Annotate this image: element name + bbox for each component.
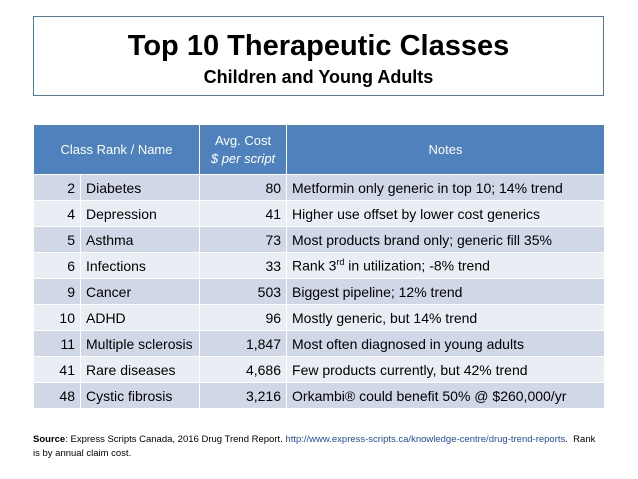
cost-cell: 41 [199, 200, 288, 227]
class-name-cell: Diabetes [79, 174, 201, 201]
notes-cell: Rank 3rd in utilization; -8% trend [286, 252, 606, 279]
table-row: 2 Diabetes 80 Metformin only generic in … [33, 174, 606, 201]
title-box: Top 10 Therapeutic Classes Children and … [33, 16, 604, 96]
header-avg-cost: Avg. Cost $ per script [199, 124, 288, 175]
rank-cell: 6 [33, 252, 81, 279]
cost-cell: 33 [199, 252, 288, 279]
page-title: Top 10 Therapeutic Classes [127, 30, 510, 62]
class-name-cell: Cancer [79, 278, 201, 305]
cost-cell: 503 [199, 278, 288, 305]
class-name-cell: Infections [79, 252, 201, 279]
rank-cell: 11 [33, 330, 81, 357]
source-label: Source [33, 434, 66, 445]
rank-cell: 5 [33, 226, 81, 253]
source-tail: . Rank is by annual claim cost. [33, 434, 599, 459]
rank-cell: 41 [33, 356, 81, 383]
cost-cell: 1,847 [199, 330, 288, 357]
class-name-cell: Multiple sclerosis [79, 330, 201, 357]
rank-cell: 9 [33, 278, 81, 305]
cost-cell: 80 [199, 174, 288, 201]
cost-cell: 4,686 [199, 356, 288, 383]
notes-cell: Metformin only generic in top 10; 14% tr… [286, 174, 606, 201]
cost-cell: 96 [199, 304, 288, 331]
cost-cell: 3,216 [199, 382, 288, 409]
page-subtitle: Children and Young Adults [203, 67, 434, 87]
header-avg-cost-label: Avg. Cost [214, 132, 272, 148]
notes-cell: Most often diagnosed in young adults [286, 330, 606, 357]
table-row: 5 Asthma 73 Most products brand only; ge… [33, 226, 606, 253]
table-row: 48 Cystic fibrosis 3,216 Orkambi® could … [33, 382, 606, 409]
therapeutic-classes-table: Class Rank / Name Avg. Cost $ per script… [32, 124, 606, 409]
table-row: 4 Depression 41 Higher use offset by low… [33, 200, 606, 227]
source-footnote: Source: Express Scripts Canada, 2016 Dru… [33, 433, 604, 461]
notes-text: in utilization; -8% trend [344, 257, 490, 274]
rank-cell: 48 [33, 382, 81, 409]
header-per-script-label: $ per script [210, 150, 276, 166]
table-header-row: Class Rank / Name Avg. Cost $ per script… [32, 124, 606, 175]
rank-cell: 10 [33, 304, 81, 331]
table-row: 9 Cancer 503 Biggest pipeline; 12% trend [33, 278, 606, 305]
rank-cell: 2 [33, 174, 81, 201]
source-text: : Express Scripts Canada, 2016 Drug Tren… [65, 434, 286, 445]
notes-cell: Few products currently, but 42% trend [286, 356, 606, 383]
table-row: 6 Infections 33 Rank 3rd in utilization;… [33, 252, 606, 279]
cost-cell: 73 [199, 226, 288, 253]
table-row: 41 Rare diseases 4,686 Few products curr… [33, 356, 606, 383]
header-notes: Notes [286, 124, 606, 175]
notes-cell: Most products brand only; generic fill 3… [286, 226, 606, 253]
notes-superscript: rd [336, 257, 345, 268]
notes-cell: Mostly generic, but 14% trend [286, 304, 606, 331]
notes-cell: Orkambi® could benefit 50% @ $260,000/yr [286, 382, 606, 409]
notes-text: Rank 3 [292, 257, 337, 274]
class-name-cell: Depression [79, 200, 201, 227]
header-class-rank: Class Rank / Name [32, 124, 201, 175]
rank-cell: 4 [33, 200, 81, 227]
class-name-cell: Cystic fibrosis [79, 382, 201, 409]
class-name-cell: ADHD [79, 304, 201, 331]
notes-cell: Biggest pipeline; 12% trend [286, 278, 606, 305]
class-name-cell: Rare diseases [79, 356, 201, 383]
table-row: 11 Multiple sclerosis 1,847 Most often d… [33, 330, 606, 357]
notes-cell: Higher use offset by lower cost generics [286, 200, 606, 227]
source-link[interactable]: http://www.express-scripts.ca/knowledge-… [285, 434, 566, 445]
class-name-cell: Asthma [79, 226, 201, 253]
table-row: 10 ADHD 96 Mostly generic, but 14% trend [33, 304, 606, 331]
